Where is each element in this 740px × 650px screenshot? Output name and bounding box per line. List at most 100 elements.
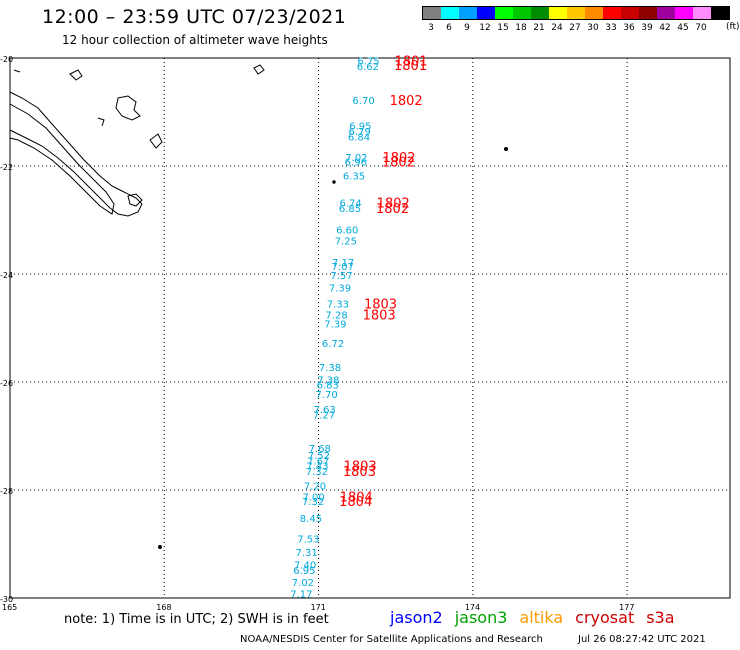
legend-swatch (549, 7, 567, 19)
swh-observation: 7.43 (306, 462, 328, 473)
swh-observation: 7.63 (314, 405, 336, 416)
time-labels: 1801180118021802180218021802180318031803… (339, 55, 428, 510)
swh-observation: 6.74 (340, 199, 362, 210)
legend-label: 36 (623, 23, 635, 33)
legend-label: 33 (605, 23, 617, 33)
time-label: 1803 (364, 298, 397, 313)
new-caledonia-coast (9, 91, 143, 217)
small-island-mid (332, 180, 336, 184)
swh-observation: 7.52 (308, 451, 330, 462)
legend-label: 70 (695, 23, 707, 33)
time-label: 1801 (395, 55, 428, 70)
time-label: 1802 (382, 151, 415, 166)
lon-label: 165 (2, 603, 17, 612)
swh-observation: 6.72 (322, 339, 344, 350)
loyalty-island-small (149, 133, 163, 149)
swh-observation: 7.17 (332, 258, 354, 269)
satellite-cryosat: cryosat (575, 608, 635, 627)
ouvea-island (69, 69, 83, 81)
footer-credit: NOAA/NESDIS Center for Satellite Applica… (240, 634, 543, 645)
legend-swatch (639, 7, 657, 19)
swh-observation: 6.35 (343, 172, 365, 183)
new-caledonia-coast-inner (9, 103, 115, 215)
legend-swatch (585, 7, 603, 19)
swh-observation: 7.39 (324, 320, 346, 331)
swh-observation: 7.53 (297, 535, 319, 546)
lat-label: -22 (0, 163, 13, 172)
page-title: 12:00 – 23:59 UTC 07/23/2021 (42, 6, 347, 28)
swh-observation: 7.68 (309, 444, 331, 455)
swh-observation: 7.38 (319, 363, 341, 374)
lon-label: 168 (156, 603, 171, 612)
swh-observation: 7.20 (304, 482, 326, 493)
time-label: 1803 (344, 460, 377, 475)
swh-observation: 7.28 (325, 311, 347, 322)
legend-labels: 3 6 9 12 15 18 21 24 27 30 33 36 39 42 45 70 (422, 23, 730, 33)
small-island-north (253, 64, 265, 75)
legend-swatch (495, 7, 513, 19)
map-grid (9, 57, 731, 599)
legend-swatch (531, 7, 549, 19)
legend-label: 39 (641, 23, 653, 33)
time-label: 1804 (339, 495, 372, 510)
legend-label: 21 (533, 23, 545, 33)
lat-label: -26 (0, 379, 13, 388)
legend-label: 27 (569, 23, 581, 33)
swh-observation: 6.83 (317, 381, 339, 392)
swh-observation: 8.45 (300, 514, 322, 525)
satellite-altika: altika (519, 608, 564, 627)
lon-label: 174 (465, 603, 480, 612)
legend-label: 30 (587, 23, 599, 33)
legend-label: 24 (551, 23, 563, 33)
swh-observation: 7.00 (303, 492, 325, 503)
swh-observation: 6.60 (336, 226, 358, 237)
swh-observation: 6.62 (357, 62, 379, 73)
coast-detail-2 (13, 69, 21, 73)
legend-swatch (693, 7, 711, 19)
legend-swatch (567, 7, 585, 19)
lon-label: 171 (311, 603, 326, 612)
swh-observation: 7.02 (345, 153, 367, 164)
swh-observation: 7.33 (327, 300, 349, 311)
lat-label: -20 (0, 55, 13, 64)
time-label: 1802 (390, 94, 423, 109)
time-label: 1803 (363, 309, 396, 324)
lat-label: -28 (0, 487, 13, 496)
legend-swatches (422, 6, 730, 20)
swh-observation: 6.75 (357, 57, 379, 68)
legend-label: 15 (497, 23, 509, 33)
swh-observation: 6.79 (349, 127, 371, 138)
swh-observation: 7.67 (307, 456, 329, 467)
lat-label: -30 (0, 595, 13, 604)
footer-timestamp: Jul 26 08:27:42 UTC 2021 (578, 634, 706, 645)
isle-of-pines (127, 193, 143, 207)
legend-label: 12 (479, 23, 491, 33)
legend-label: 18 (515, 23, 527, 33)
swh-observation: 7.32 (302, 497, 324, 508)
swh-observation: 7.32 (306, 467, 328, 478)
legend-swatch (441, 7, 459, 19)
lon-label: 177 (619, 603, 634, 612)
time-label: 1802 (376, 202, 409, 217)
color-legend: 3 6 9 12 15 18 21 24 27 30 33 36 39 42 45 70 (ft) (422, 6, 740, 33)
satellite-jason2: jason2 (390, 608, 443, 627)
legend-swatch (603, 7, 621, 19)
satellite-jason3: jason3 (454, 608, 508, 627)
loyalty-island (115, 95, 141, 121)
swh-observation: 6.84 (348, 132, 370, 143)
swh-observation: 6.70 (352, 96, 374, 107)
satellite-legend: jason2 jason3 altika cryosat s3a (390, 608, 687, 627)
swh-observation: 7.57 (330, 271, 352, 282)
swh-observation: 7.70 (315, 390, 337, 401)
time-label: 1804 (340, 490, 373, 505)
legend-swatch (675, 7, 693, 19)
map-frame (9, 57, 731, 599)
swh-observation: 7.27 (313, 410, 335, 421)
legend-swatch (423, 7, 441, 19)
swh-observation: 6.95 (293, 566, 315, 577)
legend-swatch (513, 7, 531, 19)
small-island-east (504, 147, 508, 151)
coast-detail-1 (97, 117, 105, 127)
